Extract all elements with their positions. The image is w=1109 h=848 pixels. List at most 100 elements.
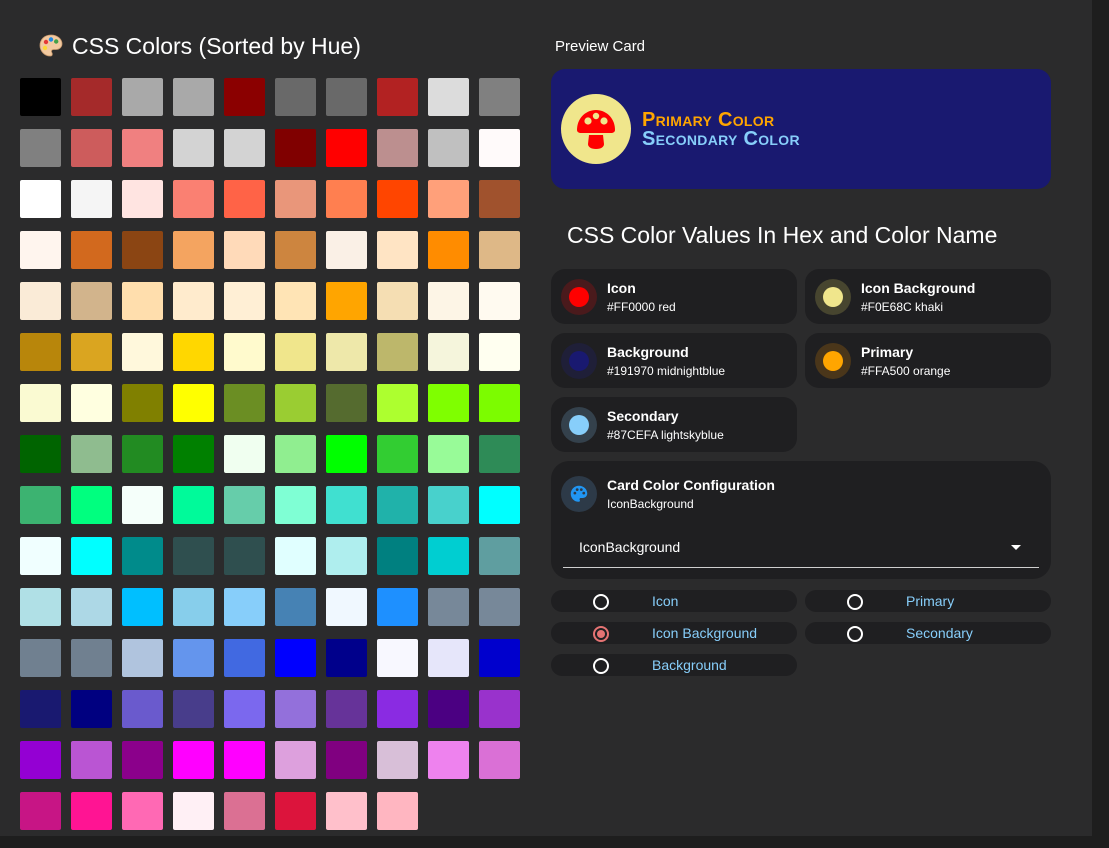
color-swatch[interactable] <box>173 129 214 167</box>
color-swatch[interactable] <box>173 792 214 830</box>
color-swatch[interactable] <box>20 78 61 116</box>
color-swatch[interactable] <box>479 78 520 116</box>
radio-option-icon-background[interactable]: Icon Background <box>551 622 797 644</box>
color-swatch[interactable] <box>71 639 112 677</box>
color-swatch[interactable] <box>275 486 316 524</box>
color-swatch[interactable] <box>224 78 265 116</box>
color-swatch[interactable] <box>20 690 61 728</box>
color-swatch[interactable] <box>326 384 367 422</box>
color-swatch[interactable] <box>71 78 112 116</box>
color-swatch[interactable] <box>224 537 265 575</box>
color-swatch[interactable] <box>122 486 163 524</box>
color-swatch[interactable] <box>173 435 214 473</box>
color-swatch[interactable] <box>20 333 61 371</box>
color-swatch[interactable] <box>71 486 112 524</box>
color-swatch[interactable] <box>275 78 316 116</box>
color-swatch[interactable] <box>479 231 520 269</box>
color-swatch[interactable] <box>479 690 520 728</box>
color-swatch[interactable] <box>20 537 61 575</box>
color-swatch[interactable] <box>479 384 520 422</box>
color-swatch[interactable] <box>326 639 367 677</box>
color-swatch[interactable] <box>275 690 316 728</box>
color-swatch[interactable] <box>275 180 316 218</box>
color-swatch[interactable] <box>173 588 214 626</box>
color-swatch[interactable] <box>479 741 520 779</box>
color-swatch[interactable] <box>275 435 316 473</box>
color-swatch[interactable] <box>71 333 112 371</box>
radio-option-background[interactable]: Background <box>551 654 797 676</box>
color-swatch[interactable] <box>173 639 214 677</box>
color-swatch[interactable] <box>326 435 367 473</box>
color-swatch[interactable] <box>122 384 163 422</box>
color-swatch[interactable] <box>479 333 520 371</box>
color-swatch[interactable] <box>122 639 163 677</box>
color-swatch[interactable] <box>71 588 112 626</box>
color-swatch[interactable] <box>122 435 163 473</box>
color-swatch[interactable] <box>428 639 469 677</box>
color-swatch[interactable] <box>428 129 469 167</box>
color-target-select[interactable]: IconBackground <box>563 531 1039 568</box>
color-swatch[interactable] <box>122 537 163 575</box>
color-swatch[interactable] <box>326 792 367 830</box>
color-swatch[interactable] <box>71 792 112 830</box>
color-swatch[interactable] <box>224 435 265 473</box>
radio-button[interactable] <box>593 658 609 674</box>
color-swatch[interactable] <box>173 333 214 371</box>
radio-option-secondary[interactable]: Secondary <box>805 622 1051 644</box>
color-swatch[interactable] <box>377 78 418 116</box>
color-swatch[interactable] <box>377 588 418 626</box>
color-swatch[interactable] <box>326 282 367 320</box>
color-swatch[interactable] <box>224 231 265 269</box>
radio-button[interactable] <box>593 626 609 642</box>
color-swatch[interactable] <box>20 588 61 626</box>
color-swatch[interactable] <box>20 282 61 320</box>
color-swatch[interactable] <box>428 741 469 779</box>
color-swatch[interactable] <box>20 435 61 473</box>
color-swatch[interactable] <box>275 231 316 269</box>
color-swatch[interactable] <box>326 588 367 626</box>
color-swatch[interactable] <box>428 282 469 320</box>
color-swatch[interactable] <box>479 282 520 320</box>
color-swatch[interactable] <box>173 741 214 779</box>
color-swatch[interactable] <box>479 537 520 575</box>
color-swatch[interactable] <box>224 486 265 524</box>
color-swatch[interactable] <box>20 639 61 677</box>
color-swatch[interactable] <box>173 78 214 116</box>
color-swatch[interactable] <box>173 231 214 269</box>
color-swatch[interactable] <box>71 741 112 779</box>
color-swatch[interactable] <box>377 180 418 218</box>
radio-button[interactable] <box>847 594 863 610</box>
color-swatch[interactable] <box>122 333 163 371</box>
color-swatch[interactable] <box>20 231 61 269</box>
color-swatch[interactable] <box>173 180 214 218</box>
color-swatch[interactable] <box>428 537 469 575</box>
color-swatch[interactable] <box>479 639 520 677</box>
color-swatch[interactable] <box>377 384 418 422</box>
color-swatch[interactable] <box>377 741 418 779</box>
color-swatch[interactable] <box>428 690 469 728</box>
color-swatch[interactable] <box>122 78 163 116</box>
color-swatch[interactable] <box>479 486 520 524</box>
color-swatch[interactable] <box>122 231 163 269</box>
color-swatch[interactable] <box>428 588 469 626</box>
color-swatch[interactable] <box>377 231 418 269</box>
color-swatch[interactable] <box>275 639 316 677</box>
color-swatch[interactable] <box>377 639 418 677</box>
color-swatch[interactable] <box>479 129 520 167</box>
color-swatch[interactable] <box>122 741 163 779</box>
color-swatch[interactable] <box>428 333 469 371</box>
color-swatch[interactable] <box>479 180 520 218</box>
color-swatch[interactable] <box>428 435 469 473</box>
color-swatch[interactable] <box>122 690 163 728</box>
color-swatch[interactable] <box>224 282 265 320</box>
color-swatch[interactable] <box>122 129 163 167</box>
radio-option-icon[interactable]: Icon <box>551 590 797 612</box>
color-swatch[interactable] <box>428 231 469 269</box>
color-swatch[interactable] <box>479 435 520 473</box>
color-swatch[interactable] <box>20 741 61 779</box>
color-swatch[interactable] <box>377 129 418 167</box>
color-swatch[interactable] <box>224 690 265 728</box>
color-swatch[interactable] <box>224 639 265 677</box>
color-swatch[interactable] <box>428 180 469 218</box>
color-swatch[interactable] <box>326 741 367 779</box>
